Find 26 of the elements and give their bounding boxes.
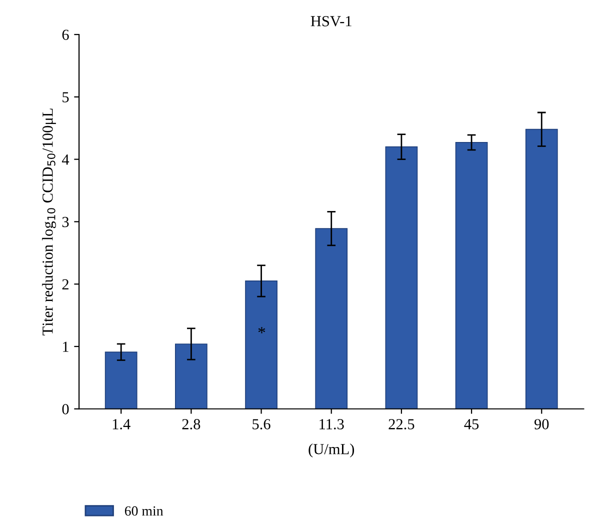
legend-label: 60 min: [124, 506, 164, 516]
y-tick-label: 6: [62, 30, 69, 40]
x-tick-label: 45: [464, 419, 479, 430]
chart-title: HSV-1: [310, 16, 352, 26]
bar: [174, 344, 208, 409]
annotation: *: [258, 327, 266, 334]
y-tick-label: 0: [62, 404, 69, 414]
y-axis-title: Titer reduction log$_{10}$ CCID$_{50}$/100μL: [42, 108, 56, 336]
bar: [245, 280, 278, 409]
y-tick-label: 3: [62, 216, 69, 228]
x-tick-label: 11.3: [320, 419, 344, 430]
x-tick-label: 5.6: [252, 419, 270, 430]
x-tick-label: 90: [534, 419, 549, 430]
bar: [525, 128, 558, 409]
x-axis-title: (U/mL): [308, 444, 354, 458]
bar: [385, 146, 418, 409]
bar: [455, 142, 488, 409]
y-tick-label: 4: [62, 154, 70, 165]
bar: [104, 352, 138, 409]
y-tick-label: 1: [63, 342, 68, 352]
y-tick-label: 2: [62, 279, 68, 290]
x-tick-label: 1.4: [112, 419, 130, 430]
y-tick-label: 5: [62, 92, 69, 102]
x-tick-label: 22.5: [388, 419, 414, 430]
bar: [315, 228, 348, 409]
x-tick-label: 2.8: [182, 419, 200, 430]
